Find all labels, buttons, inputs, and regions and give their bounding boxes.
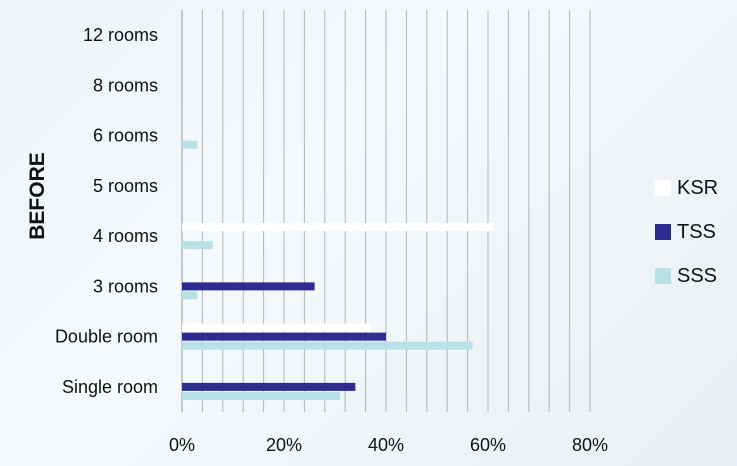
bars [182,140,494,400]
category-label: 8 rooms [93,75,158,95]
y-axis-title: BEFORE [26,152,49,240]
category-label: Single room [62,377,158,397]
bar-sss [182,241,213,250]
bar-sss [182,291,198,300]
bar-tss [182,382,356,391]
legend-swatch [655,268,671,284]
legend-label: TSS [677,220,716,243]
x-tick-label: 20% [266,435,302,455]
category-labels: 12 rooms 8 rooms 6 rooms 5 rooms 4 rooms 3 ro… [55,25,158,397]
legend: KSR TSS SSS [655,166,718,298]
bar-sss [182,140,198,149]
bar-sss [182,391,341,400]
category-label: 3 rooms [93,276,158,296]
legend-label: SSS [677,264,718,287]
x-tick-label: 60% [470,435,506,455]
legend-swatch [655,224,671,240]
bar-sss [182,341,473,350]
legend-item-sss: SSS [655,254,718,298]
gridlines [181,10,591,412]
category-label: 4 rooms [93,226,158,246]
x-tick-labels: 0% 20% 40% 60% 80% [169,435,608,455]
x-tick-label: 40% [368,435,404,455]
bar-ksr [182,323,371,332]
legend-item-tss: TSS [655,210,718,254]
x-tick-label: 0% [169,435,195,455]
bar-ksr [182,223,494,232]
category-label: 6 rooms [93,126,158,146]
category-label: 12 rooms [83,25,158,45]
category-label: Double room [55,327,158,347]
legend-swatch [655,180,671,196]
legend-item-ksr: KSR [655,166,718,210]
legend-label: KSR [677,176,719,199]
bar-tss [182,282,315,291]
category-label: 5 rooms [93,176,158,196]
bar-tss [182,332,386,341]
x-tick-label: 80% [572,435,608,455]
